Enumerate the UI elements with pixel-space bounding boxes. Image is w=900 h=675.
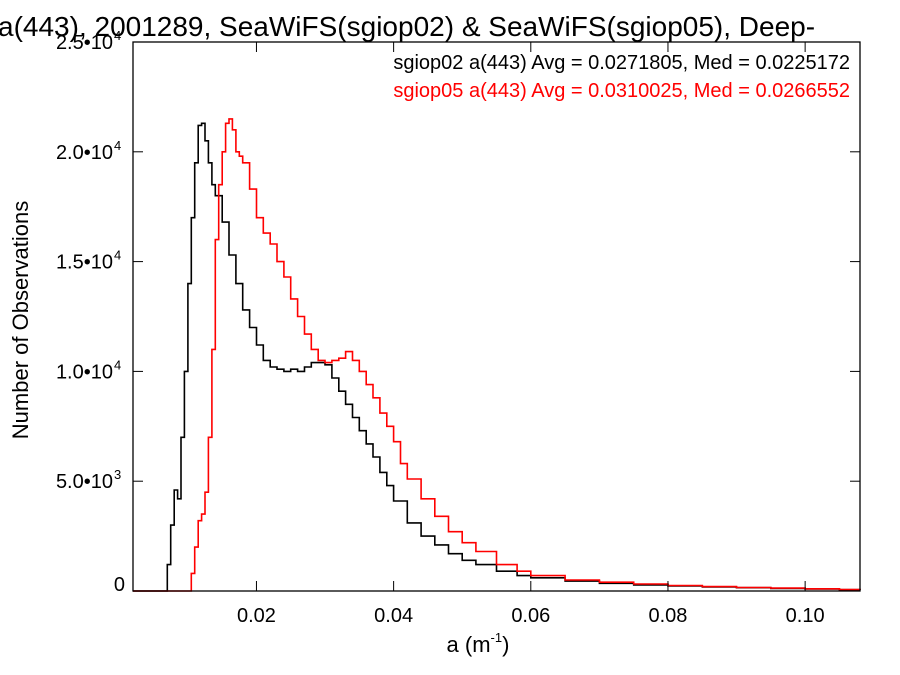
series-line-2 bbox=[133, 118, 861, 592]
y-tick-label: 2.0•10 bbox=[56, 142, 113, 164]
series-layer bbox=[133, 118, 861, 592]
y-tick-label: 1.5•10 bbox=[56, 252, 113, 274]
x-tick-label: 0.04 bbox=[374, 605, 413, 627]
series-line-1 bbox=[133, 122, 861, 592]
y-tick-label-exponent: 4 bbox=[114, 28, 121, 43]
x-axis-label-tail: ) bbox=[502, 632, 509, 657]
y-tick-label-exponent: 4 bbox=[114, 357, 121, 372]
y-tick-label: 5.0•10 bbox=[56, 471, 113, 493]
x-axis-label-superscript: -1 bbox=[491, 630, 503, 645]
x-tick-label: 0.06 bbox=[511, 605, 550, 627]
chart-title: a(443), 2001289, SeaWiFS(sgiop02) & SeaW… bbox=[0, 11, 815, 42]
x-tick-label: 0.08 bbox=[648, 605, 687, 627]
plot-frame bbox=[132, 41, 861, 592]
y-tick-label-exponent: 4 bbox=[114, 138, 121, 153]
x-axis-label: a (m-1) bbox=[447, 630, 510, 657]
y-tick-label: 0 bbox=[114, 574, 125, 596]
legend-entry-2: sgiop05 a(443) Avg = 0.0310025, Med = 0.… bbox=[393, 80, 850, 102]
y-tick-label: 2.5•10 bbox=[56, 32, 113, 54]
y-tick-label: 1.0•10 bbox=[56, 361, 113, 383]
x-tick-label: 0.02 bbox=[237, 605, 276, 627]
y-axis-label: Number of Observations bbox=[8, 201, 33, 439]
legend: sgiop02 a(443) Avg = 0.0271805, Med = 0.… bbox=[393, 52, 850, 102]
y-tick-label-exponent: 3 bbox=[114, 467, 121, 482]
y-tick-label-exponent: 4 bbox=[114, 248, 121, 263]
x-axis-label-main: a (m bbox=[447, 632, 491, 657]
x-tick-label: 0.10 bbox=[786, 605, 825, 627]
legend-entry-1: sgiop02 a(443) Avg = 0.0271805, Med = 0.… bbox=[393, 52, 850, 74]
